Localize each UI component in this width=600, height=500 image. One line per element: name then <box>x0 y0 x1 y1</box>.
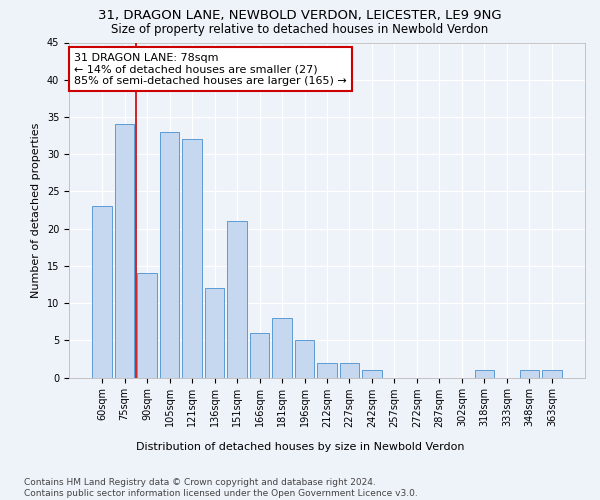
Bar <box>520 370 539 378</box>
Bar <box>542 370 562 378</box>
Bar <box>137 274 157 378</box>
Bar <box>250 333 269 378</box>
Text: Contains HM Land Registry data © Crown copyright and database right 2024.
Contai: Contains HM Land Registry data © Crown c… <box>24 478 418 498</box>
Y-axis label: Number of detached properties: Number of detached properties <box>31 122 41 298</box>
Bar <box>362 370 382 378</box>
Text: 31, DRAGON LANE, NEWBOLD VERDON, LEICESTER, LE9 9NG: 31, DRAGON LANE, NEWBOLD VERDON, LEICEST… <box>98 9 502 22</box>
Bar <box>205 288 224 378</box>
Bar <box>295 340 314 378</box>
Bar <box>272 318 292 378</box>
Bar <box>182 140 202 378</box>
Bar <box>92 206 112 378</box>
Bar <box>160 132 179 378</box>
Text: Size of property relative to detached houses in Newbold Verdon: Size of property relative to detached ho… <box>112 22 488 36</box>
Bar <box>115 124 134 378</box>
Bar <box>340 362 359 378</box>
Bar <box>317 362 337 378</box>
Text: 31 DRAGON LANE: 78sqm
← 14% of detached houses are smaller (27)
85% of semi-deta: 31 DRAGON LANE: 78sqm ← 14% of detached … <box>74 52 347 86</box>
Bar <box>227 221 247 378</box>
Text: Distribution of detached houses by size in Newbold Verdon: Distribution of detached houses by size … <box>136 442 464 452</box>
Bar <box>475 370 494 378</box>
